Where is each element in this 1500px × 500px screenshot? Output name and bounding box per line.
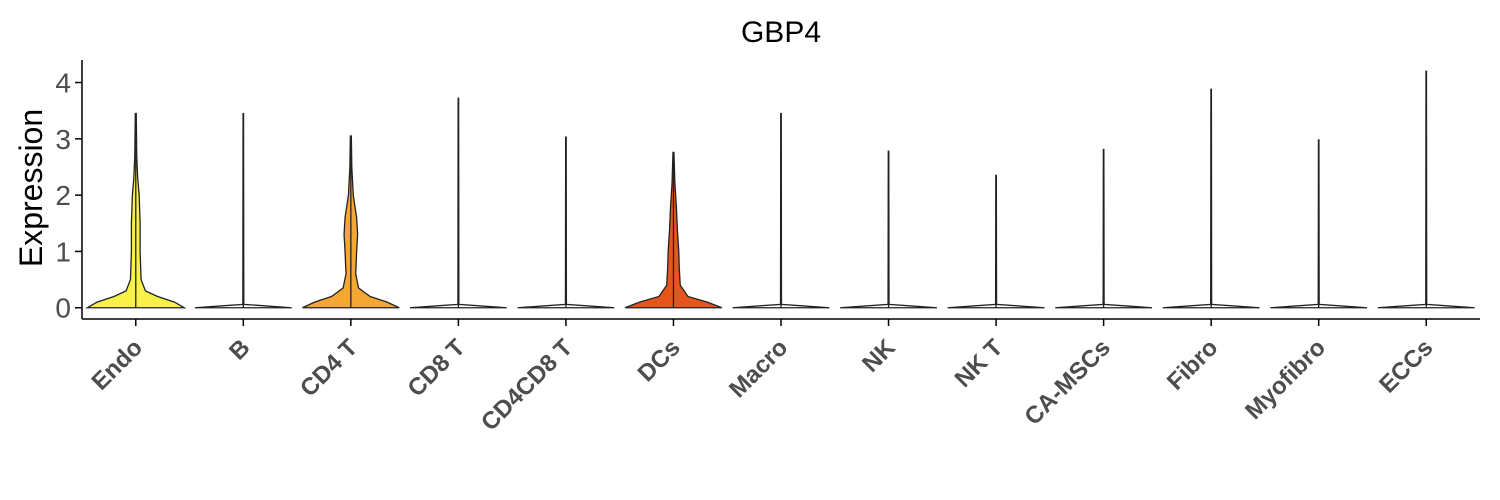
x-tick-label: NK: [857, 334, 901, 378]
x-tick-label: DCs: [633, 334, 686, 387]
y-tick-label: 0: [55, 293, 71, 324]
y-tick-label: 3: [55, 124, 71, 155]
x-tick-label: Endo: [86, 334, 148, 396]
x-tick-label: ECCs: [1374, 334, 1438, 398]
x-tick-label: CD4CD8 T: [476, 334, 578, 436]
x-tick-label: Macro: [724, 334, 793, 403]
x-tick-label: CA-MSCs: [1019, 334, 1115, 430]
y-tick-label: 4: [55, 68, 71, 99]
y-tick-label: 1: [55, 236, 71, 267]
x-tick-label: CD4 T: [295, 334, 363, 402]
violin-group: [84, 70, 1475, 309]
chart-title: GBP4: [741, 16, 821, 49]
y-tick-group: 0 1 2 3 4: [55, 68, 82, 324]
x-tick-group: Endo B CD4 T CD8 T CD4CD8 T DCs Macro NK NK T CA-…: [86, 319, 1438, 436]
x-tick-label: Myofibro: [1240, 334, 1331, 425]
y-tick-label: 2: [55, 180, 71, 211]
x-tick-label: B: [224, 334, 255, 365]
y-axis-label: Expression: [13, 109, 49, 267]
x-tick-label: CD8 T: [403, 334, 471, 402]
x-tick-label: Fibro: [1162, 334, 1224, 396]
x-tick-label: NK T: [950, 334, 1009, 393]
